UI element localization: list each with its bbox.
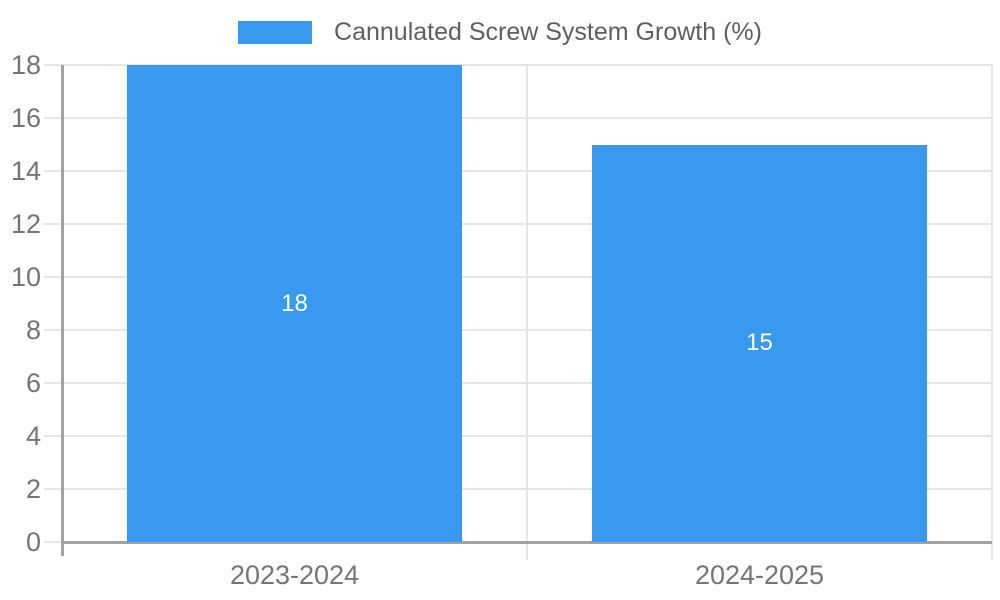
y-tick-label: 12 <box>10 209 41 239</box>
y-tick-label: 2 <box>25 474 41 504</box>
y-tick-label: 14 <box>10 156 41 186</box>
gridline <box>44 329 992 331</box>
category-separator-line <box>991 65 993 560</box>
y-tick-label: 18 <box>10 50 41 80</box>
gridline <box>44 276 992 278</box>
legend-label: Cannulated Screw System Growth (%) <box>334 18 762 46</box>
x-category-label: 2023-2024 <box>229 560 360 590</box>
gridline <box>44 117 992 119</box>
gridline <box>44 488 992 490</box>
gridline <box>44 223 992 225</box>
gridline <box>44 435 992 437</box>
y-tick-label: 8 <box>25 315 41 345</box>
y-tick-label: 6 <box>25 368 41 398</box>
legend: Cannulated Screw System Growth (%) <box>0 19 1000 45</box>
y-tick-label: 10 <box>10 262 41 292</box>
y-tick-label: 4 <box>25 421 41 451</box>
x-category-label: 2024-2025 <box>694 560 825 590</box>
gridline <box>44 382 992 384</box>
bar-value-label: 15 <box>746 329 773 357</box>
bar <box>127 65 462 542</box>
legend-swatch <box>238 20 313 44</box>
x-baseline <box>61 541 992 544</box>
category-separator-line <box>526 65 528 560</box>
y-tick-label: 16 <box>10 103 41 133</box>
bar <box>592 144 927 542</box>
y-tick-label: 0 <box>25 527 41 557</box>
bar-value-label: 18 <box>281 289 308 317</box>
gridline <box>44 64 992 66</box>
gridline <box>44 170 992 172</box>
y-axis-line <box>61 65 64 556</box>
